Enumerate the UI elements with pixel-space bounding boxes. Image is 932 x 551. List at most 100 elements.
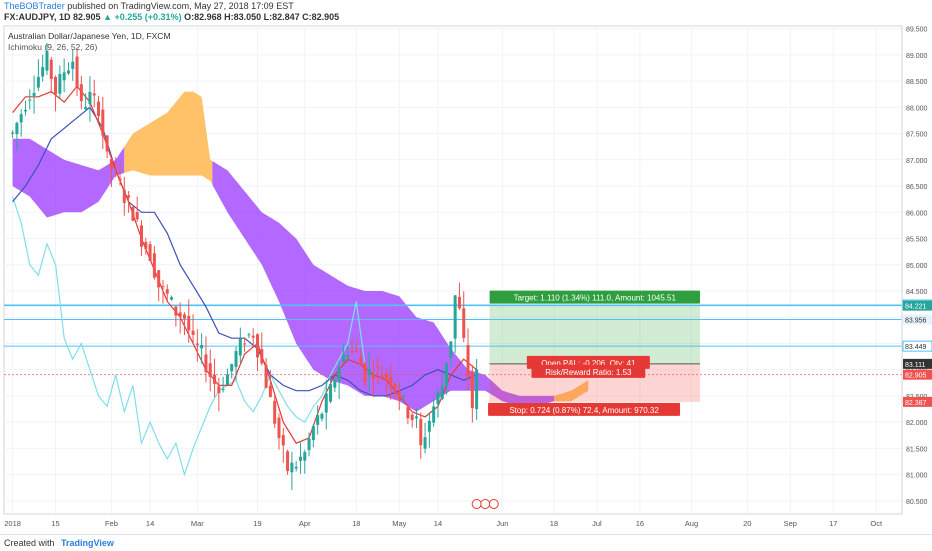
- candle: [432, 398, 436, 427]
- candle: [427, 412, 431, 448]
- candle-body: [440, 386, 444, 400]
- candle: [475, 358, 479, 420]
- candle: [286, 449, 290, 475]
- candle-body: [161, 286, 165, 288]
- candle-body: [414, 416, 418, 419]
- candle-body: [144, 241, 148, 250]
- candle: [320, 412, 324, 422]
- candle: [144, 237, 148, 255]
- candle: [436, 388, 440, 418]
- price-axis-badge: 83.111: [903, 358, 932, 369]
- author-link[interactable]: TheBOBTrader: [4, 1, 65, 11]
- candle: [255, 333, 260, 372]
- candle-body: [354, 350, 358, 352]
- candle-body: [58, 74, 62, 94]
- candle: [118, 162, 122, 186]
- candle: [298, 442, 302, 474]
- candle: [402, 394, 406, 403]
- candle-body: [88, 91, 92, 104]
- candle-body: [11, 132, 15, 134]
- candle-body: [148, 244, 152, 261]
- candle-body: [200, 344, 204, 349]
- candle: [294, 460, 298, 472]
- candle-body: [178, 312, 182, 317]
- candle: [92, 79, 96, 108]
- candle: [247, 332, 251, 339]
- candle-body: [75, 56, 79, 87]
- indicator-label: Ichimoku (9, 26, 52, 26): [8, 42, 97, 52]
- candle: [316, 405, 320, 435]
- price-tick-label: 82.000: [906, 420, 928, 427]
- candle-body: [436, 392, 440, 405]
- candle-body: [66, 70, 70, 74]
- candle-body: [466, 345, 470, 378]
- candle: [268, 370, 272, 398]
- candle-body: [294, 466, 298, 469]
- candle-body: [311, 426, 315, 441]
- time-tick-label: Jul: [592, 519, 602, 528]
- footer: Created with TradingView: [0, 534, 932, 551]
- candle-body: [376, 366, 380, 368]
- candle: [127, 191, 131, 213]
- price-tick-label: 86.000: [906, 210, 928, 217]
- candle: [32, 75, 36, 114]
- candle: [303, 449, 307, 474]
- change-arrow-icon: ▲: [103, 12, 112, 22]
- ichimoku-chart[interactable]: Target: 1.110 (1.34%) 111.0, Amount: 104…: [0, 24, 932, 534]
- ichimoku-cloud: [12, 91, 589, 412]
- candle-body: [79, 84, 83, 102]
- chart-area[interactable]: Target: 1.110 (1.34%) 111.0, Amount: 104…: [0, 24, 932, 534]
- candle: [449, 340, 453, 367]
- price-badge-bg: [903, 369, 932, 380]
- time-tick-label: Oct: [870, 519, 883, 528]
- candle-body: [19, 114, 23, 123]
- candle: [195, 329, 199, 362]
- chikou-span-line: [12, 196, 366, 477]
- ohlc-values: O:82.968 H:83.050 L:82.847 C:82.905: [184, 12, 340, 22]
- candle-body: [277, 417, 281, 439]
- risk-reward-label-bg: [531, 364, 646, 378]
- price-axis-badge: 83.956: [903, 314, 932, 325]
- candle-body: [457, 296, 461, 309]
- candle-body: [470, 372, 474, 409]
- candle: [191, 314, 195, 343]
- candle-body: [380, 376, 384, 379]
- price-tick-label: 88.500: [906, 79, 928, 86]
- candle-body: [389, 376, 393, 387]
- candle: [105, 135, 109, 159]
- candle-body: [449, 341, 453, 358]
- candle: [329, 375, 333, 404]
- candle-body: [410, 414, 414, 421]
- time-tick-label: Apr: [299, 519, 311, 528]
- time-axis: 2018 15 Feb 14 Mar 19 Apr 18 May 14 Jun 18 Jul 16 Aug 2…: [4, 513, 902, 528]
- candle: [221, 376, 225, 393]
- candle: [350, 340, 354, 355]
- candle-body: [432, 406, 436, 423]
- candle-body: [298, 456, 302, 461]
- open-pnl-label-text: Open P&L: -0.206, Qty: 41: [541, 359, 636, 368]
- candle-body: [109, 159, 113, 169]
- candle: [174, 306, 178, 327]
- candle-body: [333, 380, 337, 388]
- price-tick-label: 85.000: [906, 263, 928, 270]
- candle: [376, 356, 380, 385]
- event-markers: [471, 499, 499, 509]
- symbol-label: FX:AUDJPY, 1D: [4, 12, 71, 22]
- candle-body: [402, 395, 406, 397]
- candle: [187, 299, 191, 343]
- candle: [109, 157, 113, 187]
- time-tick-label: 17: [829, 519, 837, 528]
- candle-body: [329, 384, 333, 402]
- candle-body: [427, 420, 431, 432]
- candle: [131, 205, 135, 222]
- candle-body: [49, 59, 53, 79]
- time-tick-label: Jun: [496, 519, 508, 528]
- target-zone: [489, 305, 701, 364]
- price-badge-bg: [903, 396, 932, 407]
- time-tick-label: 19: [253, 519, 261, 528]
- candle-body: [445, 363, 449, 387]
- candle-body: [41, 67, 45, 77]
- symbol-quote: FX:AUDJPY, 1D 82.905 ▲ +0.255 (+0.31%) O…: [4, 12, 339, 23]
- tradingview-logo[interactable]: TradingView: [61, 538, 114, 548]
- candle-body: [268, 385, 272, 397]
